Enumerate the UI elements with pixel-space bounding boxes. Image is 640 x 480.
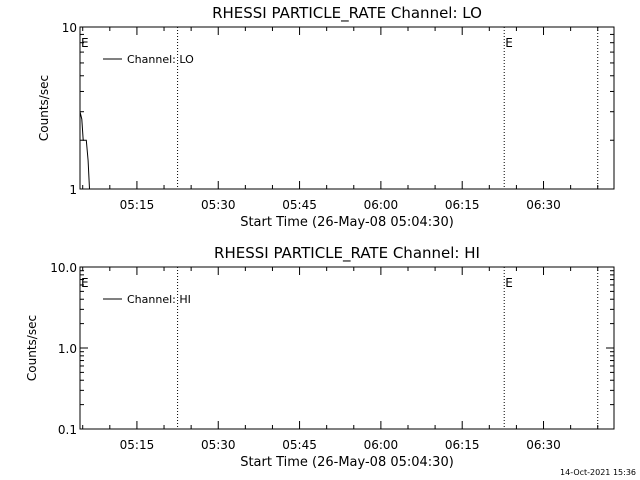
footer-timestamp: 14-Oct-2021 15:36 [560,468,636,477]
x-tick-label: 06:00 [364,198,399,212]
event-marker-label: E [505,36,513,50]
plot-marks: 05:15 05:30 05:45 06:00 06:15 06:30 0.1 1.0 10.0… [50,261,614,452]
plot-frame [79,266,615,430]
x-tick-label: 05:15 [120,198,155,212]
x-tick-label: 05:15 [120,438,155,452]
y-tick-label: 0.1 [58,423,77,437]
y-tick-label: 1.0 [58,342,77,356]
x-tick-label: 05:45 [282,438,317,452]
y-axis-label: Counts/sec [37,75,51,141]
x-tick-label: 05:30 [201,198,236,212]
plot-frame [79,26,615,190]
legend-label: Channel: LO [127,53,194,66]
event-marker-label: E [81,36,89,50]
y-tick-label: 1 [69,183,77,197]
y-axis-label: Counts/sec [25,315,39,381]
chart-title: RHESSI PARTICLE_RATE Channel: LO [212,4,482,23]
x-tick-label: 05:30 [201,438,236,452]
x-axis-label: Start Time (26-May-08 05:04:30) [240,455,454,470]
panel-hi: RHESSI PARTICLE_RATE Channel: HI 05:15 05… [25,244,615,470]
x-axis-label: Start Time (26-May-08 05:04:30) [240,215,454,230]
x-tick-label: 06:30 [526,198,561,212]
chart-title: RHESSI PARTICLE_RATE Channel: HI [214,244,480,263]
event-marker-label: E [81,276,89,290]
series-line [79,111,90,190]
y-tick-label: 10 [62,21,77,35]
legend-label: Channel: HI [127,293,191,306]
x-tick-label: 06:15 [445,198,480,212]
panel-lo: RHESSI PARTICLE_RATE Channel: LO 05:15 05… [37,4,615,230]
x-tick-label: 05:45 [282,198,317,212]
x-tick-label: 06:00 [364,438,399,452]
y-tick-label: 10.0 [50,261,77,275]
event-marker-label: E [505,276,513,290]
plot-marks: 05:15 05:30 05:45 06:00 06:15 06:30 1 10 E E [62,21,614,212]
x-tick-label: 06:15 [445,438,480,452]
x-tick-label: 06:30 [526,438,561,452]
